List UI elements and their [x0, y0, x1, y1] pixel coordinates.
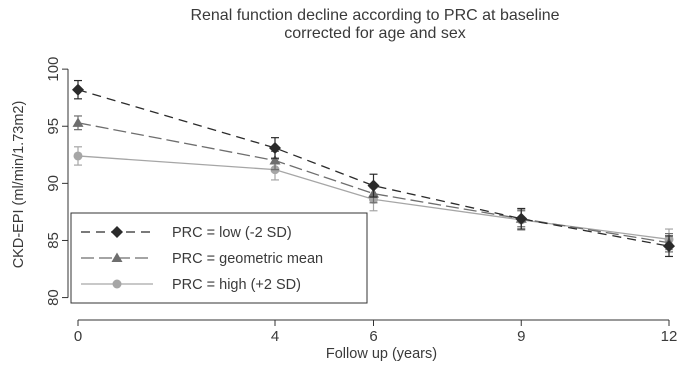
axis-ticks: 80 85 90 95 100 0 4 6 9 12 [45, 57, 677, 345]
legend-marker [111, 252, 123, 262]
x-tick-label: 0 [74, 328, 82, 345]
x-tick-label: 9 [517, 328, 525, 345]
y-tick-label: 90 [45, 175, 62, 192]
series-layer [72, 79, 675, 258]
x-axis-label: Follow up (years) [326, 346, 437, 362]
series-line [77, 89, 670, 247]
x-tick-label: 12 [661, 328, 678, 345]
y-tick-label: 100 [45, 57, 62, 82]
y-tick-label: 80 [45, 289, 62, 306]
data-point-marker [269, 141, 281, 154]
data-point-marker [515, 212, 528, 225]
legend-label: PRC = high (+2 SD) [172, 277, 301, 293]
series-line [77, 122, 670, 244]
chart-title-line-2: corrected for age and sex [284, 25, 466, 42]
x-tick-label: 6 [369, 328, 377, 345]
y-tick-label: 95 [45, 118, 62, 135]
data-point-marker [367, 179, 380, 192]
legend-label: PRC = low (-2 SD) [172, 225, 292, 241]
legend-label: PRC = geometric mean [172, 251, 323, 267]
y-tick-label: 85 [45, 232, 62, 249]
data-point-marker [73, 151, 83, 161]
chart-title-line-1: Renal function decline according to PRC … [190, 7, 560, 24]
legend-marker [112, 279, 122, 289]
x-tick-label: 4 [271, 328, 279, 345]
data-point-marker [72, 83, 84, 96]
data-point-marker [269, 155, 281, 165]
data-point-marker [72, 117, 84, 127]
y-axis-label: CKD-EPI (ml/min/1.73m2) [11, 101, 27, 269]
legend: PRC = low (-2 SD) PRC = geometric mean PRC… [70, 212, 368, 304]
data-point-marker [663, 240, 675, 253]
series-1 [72, 79, 675, 258]
legend-marker [111, 226, 123, 238]
